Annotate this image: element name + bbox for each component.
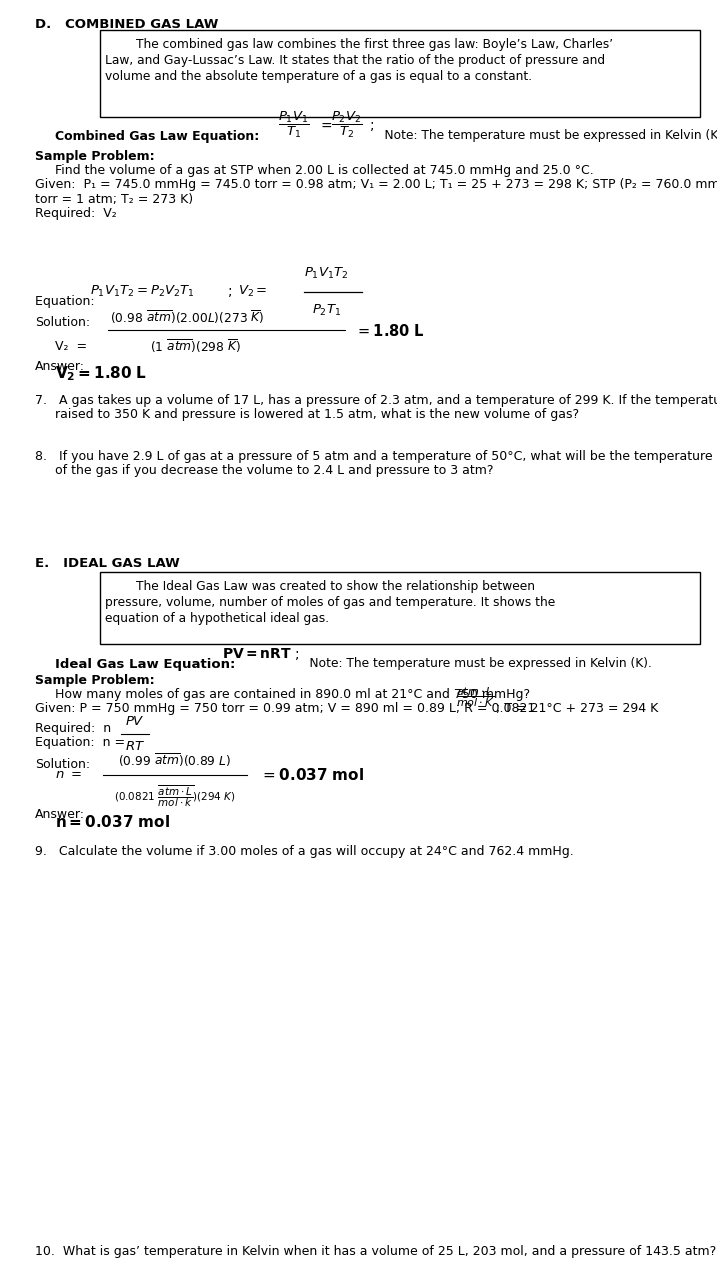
Text: equation of a hypothetical ideal gas.: equation of a hypothetical ideal gas. — [105, 612, 329, 625]
Text: Solution:: Solution: — [35, 758, 90, 771]
Text: Given:  P₁ = 745.0 mmHg = 745.0 torr = 0.98 atm; V₁ = 2.00 L; T₁ = 25 + 273 = 29: Given: P₁ = 745.0 mmHg = 745.0 torr = 0.… — [35, 178, 717, 191]
Text: Sample Problem:: Sample Problem: — [35, 675, 155, 687]
Text: V₂  =: V₂ = — [55, 340, 87, 353]
Text: torr = 1 atm; T₂ = 273 K): torr = 1 atm; T₂ = 273 K) — [35, 193, 193, 206]
Text: $= \mathbf{0.037\ mol}$: $= \mathbf{0.037\ mol}$ — [260, 767, 364, 783]
Text: pressure, volume, number of moles of gas and temperature. It shows the: pressure, volume, number of moles of gas… — [105, 596, 555, 609]
Text: $=$: $=$ — [318, 118, 333, 132]
Text: $RT$: $RT$ — [125, 740, 145, 753]
Text: $(0.0821\ \overline{\dfrac{atm \cdot L}{mol \cdot k}})(294\ K)$: $(0.0821\ \overline{\dfrac{atm \cdot L}{… — [114, 783, 236, 809]
Text: E.   IDEAL GAS LAW: E. IDEAL GAS LAW — [35, 557, 180, 570]
Text: Answer:: Answer: — [35, 360, 85, 372]
Text: Required:  n: Required: n — [35, 722, 111, 735]
Text: D.   COMBINED GAS LAW: D. COMBINED GAS LAW — [35, 18, 219, 31]
Text: raised to 350 K and pressure is lowered at 1.5 atm, what is the new volume of ga: raised to 350 K and pressure is lowered … — [55, 408, 579, 421]
Text: $P_2T_1$: $P_2T_1$ — [312, 303, 341, 319]
Text: ;: ; — [228, 284, 232, 298]
Text: Answer:: Answer: — [35, 808, 85, 820]
Text: 8.   If you have 2.9 L of gas at a pressure of 5 atm and a temperature of 50°C, : 8. If you have 2.9 L of gas at a pressur… — [35, 451, 717, 463]
Text: Equation:  n =: Equation: n = — [35, 736, 125, 749]
Text: of the gas if you decrease the volume to 2.4 L and pressure to 3 atm?: of the gas if you decrease the volume to… — [55, 463, 493, 477]
Text: ;: ; — [370, 118, 374, 132]
Text: $(0.99\ \overline{atm})(0.89\ L)$: $(0.99\ \overline{atm})(0.89\ L)$ — [118, 751, 232, 769]
Text: Ideal Gas Law Equation:: Ideal Gas Law Equation: — [55, 658, 235, 671]
Text: $\mathbf{n = 0.037\ mol}$: $\mathbf{n = 0.037\ mol}$ — [55, 814, 170, 829]
Text: $\dfrac{P_1V_1}{T_1}$: $\dfrac{P_1V_1}{T_1}$ — [278, 110, 310, 141]
Text: Equation:: Equation: — [35, 294, 103, 308]
Text: Sample Problem:: Sample Problem: — [35, 150, 155, 163]
Text: 9.   Calculate the volume if 3.00 moles of a gas will occupy at 24°C and 762.4 m: 9. Calculate the volume if 3.00 moles of… — [35, 845, 574, 858]
Text: Note: The temperature must be expressed in Kelvin (K).: Note: The temperature must be expressed … — [303, 657, 652, 669]
Text: $n\ =$: $n\ =$ — [55, 768, 82, 782]
Text: How many moles of gas are contained in 890.0 ml at 21°C and 750 mmHg?: How many moles of gas are contained in 8… — [55, 689, 530, 701]
Text: Note: The temperature must be expressed in Kelvin (K).: Note: The temperature must be expressed … — [378, 129, 717, 142]
Text: 7.   A gas takes up a volume of 17 L, has a pressure of 2.3 atm, and a temperatu: 7. A gas takes up a volume of 17 L, has … — [35, 394, 717, 407]
Text: $\dfrac{atm \cdot L}{mol \cdot K}$: $\dfrac{atm \cdot L}{mol \cdot K}$ — [456, 685, 495, 709]
Text: Law, and Gay-Lussac’s Law. It states that the ratio of the product of pressure a: Law, and Gay-Lussac’s Law. It states tha… — [105, 54, 605, 67]
Text: Combined Gas Law Equation:: Combined Gas Law Equation: — [55, 131, 260, 143]
Text: ;: ; — [295, 646, 300, 660]
Bar — [100, 572, 700, 644]
Text: Find the volume of a gas at STP when 2.00 L is collected at 745.0 mmHg and 25.0 : Find the volume of a gas at STP when 2.0… — [55, 164, 594, 177]
Text: 10.  What is gas’ temperature in Kelvin when it has a volume of 25 L, 203 mol, a: 10. What is gas’ temperature in Kelvin w… — [35, 1245, 716, 1258]
Text: $P_1V_1T_2$: $P_1V_1T_2$ — [304, 266, 348, 282]
Text: $PV$: $PV$ — [125, 716, 145, 728]
Text: $\mathbf{PV = nRT}$: $\mathbf{PV = nRT}$ — [222, 646, 292, 660]
Text: $V_2 =$: $V_2 =$ — [238, 283, 267, 298]
Text: The combined gas law combines the first three gas law: Boyle’s Law, Charles’: The combined gas law combines the first … — [105, 38, 613, 51]
Text: $\dfrac{P_2V_2}{T_2}$: $\dfrac{P_2V_2}{T_2}$ — [331, 110, 363, 141]
Text: ; T = 21°C + 273 = 294 K: ; T = 21°C + 273 = 294 K — [496, 701, 658, 716]
Text: $\mathbf{V_2 = 1.80\ L}$: $\mathbf{V_2 = 1.80\ L}$ — [55, 365, 147, 383]
Text: Required:  V₂: Required: V₂ — [35, 207, 117, 220]
Text: volume and the absolute temperature of a gas is equal to a constant.: volume and the absolute temperature of a… — [105, 70, 532, 83]
Bar — [100, 29, 700, 116]
Text: $= \mathbf{1.80\ L}$: $= \mathbf{1.80\ L}$ — [355, 323, 424, 339]
Text: Solution:: Solution: — [35, 316, 90, 329]
Text: $P_1V_1T_2 = P_2V_2T_1$: $P_1V_1T_2 = P_2V_2T_1$ — [90, 283, 195, 298]
Text: $(0.98\ \overline{atm})(2.00L)(273\ \overline{K})$: $(0.98\ \overline{atm})(2.00L)(273\ \ove… — [110, 308, 265, 326]
Text: The Ideal Gas Law was created to show the relationship between: The Ideal Gas Law was created to show th… — [105, 580, 535, 593]
Text: Given: P = 750 mmHg = 750 torr = 0.99 atm; V = 890 ml = 0.89 L; R = 0.0821: Given: P = 750 mmHg = 750 torr = 0.99 at… — [35, 701, 536, 716]
Text: $(1\ \overline{atm})(298\ \overline{K})$: $(1\ \overline{atm})(298\ \overline{K})$ — [150, 338, 241, 355]
